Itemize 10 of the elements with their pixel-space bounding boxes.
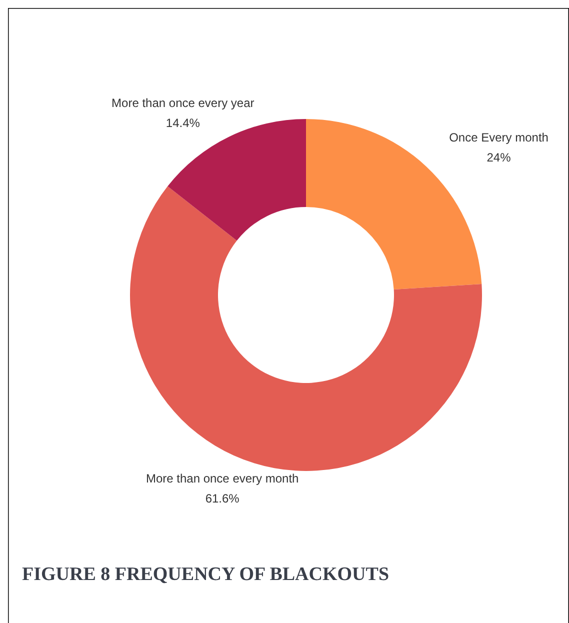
donut-slice <box>130 186 482 471</box>
data-label: 61.6% <box>205 491 240 506</box>
slice-label: More than once every year <box>112 96 254 110</box>
donut-slice <box>306 119 482 290</box>
caption: FIGURE 8 FREQUENCY OF BLACKOUTS <box>22 564 390 585</box>
slice-label: More than once every month <box>146 471 299 486</box>
data-label: 14.4% <box>166 116 200 130</box>
data-label: 24% <box>486 150 512 164</box>
donut-slice <box>168 119 306 241</box>
slice-label: Once Every month <box>449 130 548 144</box>
